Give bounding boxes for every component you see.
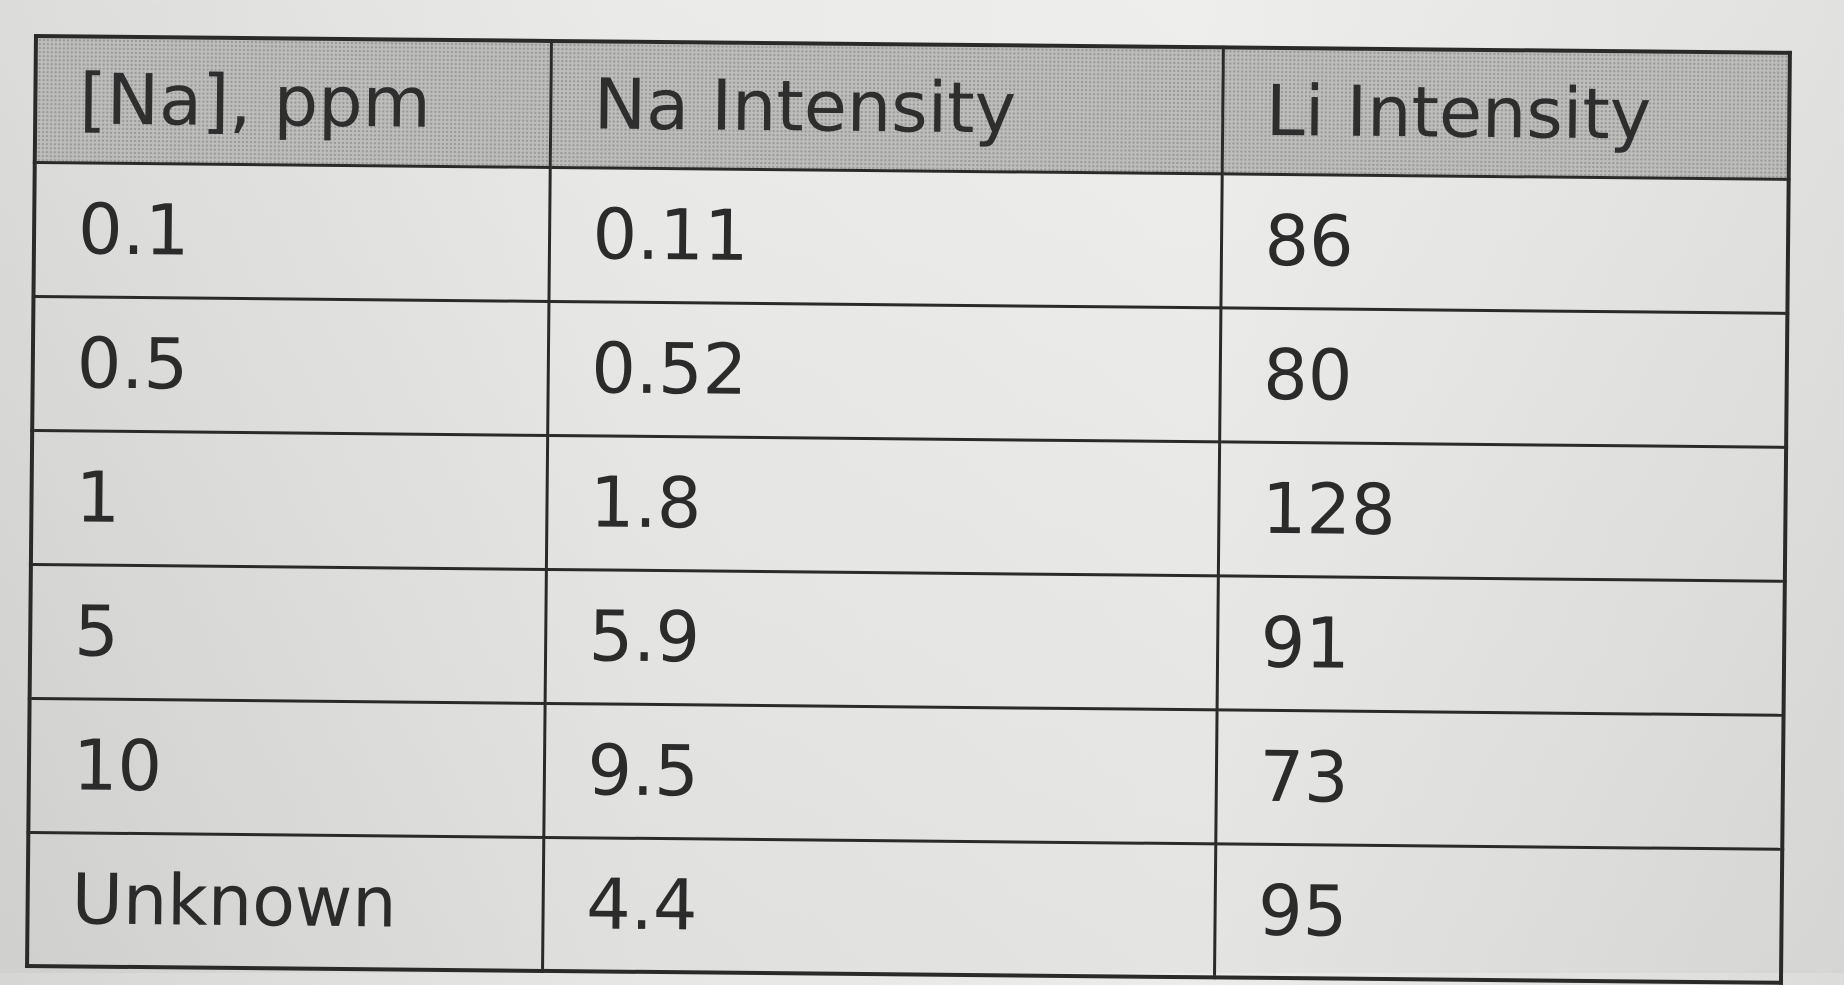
cell-li-intensity: 86 — [1220, 173, 1789, 313]
data-table: [Na], ppm Na Intensity Li Intensity 0.1 … — [25, 34, 1792, 985]
cell-na-intensity: 9.5 — [543, 702, 1217, 844]
cell-na-intensity: 1.8 — [545, 434, 1220, 576]
cell-na-intensity: 0.11 — [548, 166, 1222, 308]
cell-na-concentration: 5 — [29, 563, 546, 703]
table-header: [Na], ppm Na Intensity Li Intensity — [34, 36, 1790, 179]
cell-na-intensity: 5.9 — [544, 568, 1218, 710]
table-row: 1 1.8 128 — [30, 430, 1787, 581]
cell-na-concentration: 1 — [30, 430, 548, 569]
table-row: Unknown 4.4 95 — [27, 831, 1783, 983]
table-row: 5 5.9 91 — [29, 563, 1785, 715]
cell-na-concentration: Unknown — [27, 831, 544, 971]
header-row: [Na], ppm Na Intensity Li Intensity — [34, 36, 1790, 179]
cell-li-intensity: 128 — [1217, 441, 1787, 581]
cell-na-concentration: 0.1 — [33, 162, 550, 301]
cell-li-intensity: 73 — [1215, 709, 1784, 849]
cell-na-concentration: 0.5 — [32, 296, 549, 435]
table-row: 10 9.5 73 — [28, 697, 1784, 849]
cell-li-intensity: 80 — [1219, 307, 1788, 447]
cell-li-intensity: 91 — [1216, 575, 1785, 715]
table-body: 0.1 0.11 86 0.5 0.52 80 1 1.8 128 5 5.9 … — [27, 162, 1789, 983]
header-li-intensity: Li Intensity — [1221, 47, 1790, 179]
table-row: 0.1 0.11 86 — [33, 162, 1789, 313]
table-row: 0.5 0.52 80 — [32, 296, 1788, 447]
header-na-intensity: Na Intensity — [549, 40, 1223, 174]
cell-na-intensity: 0.52 — [547, 300, 1221, 442]
cell-na-intensity: 4.4 — [542, 836, 1216, 978]
cell-na-concentration: 10 — [28, 697, 545, 837]
cell-li-intensity: 95 — [1213, 843, 1783, 983]
header-na-concentration: [Na], ppm — [34, 36, 551, 167]
